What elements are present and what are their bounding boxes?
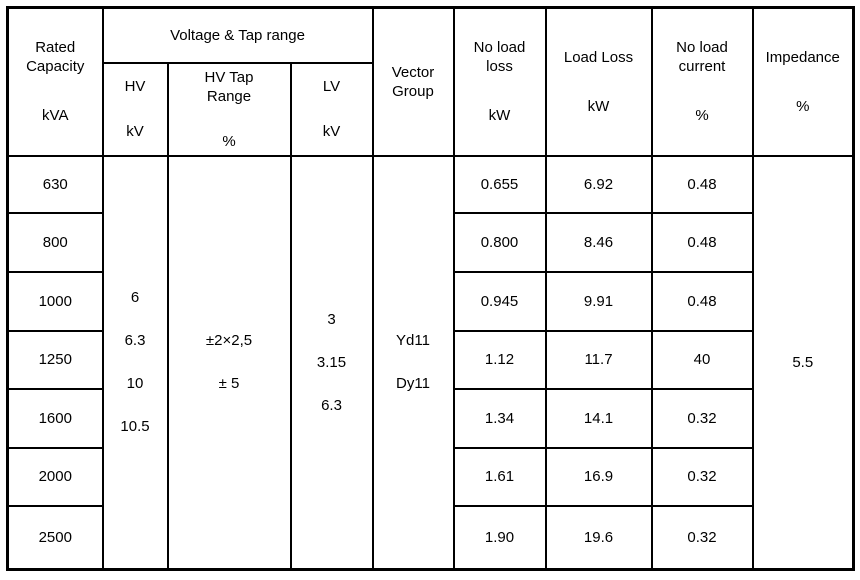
header-voltage-tap-range-label: Voltage & Tap range bbox=[170, 26, 305, 44]
load-loss-cell: 19.6 bbox=[544, 504, 653, 571]
header-no-load-loss-label: No load loss bbox=[473, 39, 526, 76]
header-rated-capacity: Rated Capacity kVA bbox=[6, 6, 104, 157]
hv-values-cell: 6 6.3 10 10.5 bbox=[101, 154, 169, 571]
table-row: 630 6 6.3 10 10.5 ±2×2,5 ± 5 3 3.15 6.3 … bbox=[6, 154, 855, 571]
no-load-current-cell: 0.48 bbox=[650, 154, 754, 214]
header-rated-capacity-label: Rated Capacity bbox=[26, 39, 85, 76]
no-load-current-cell: 0.32 bbox=[650, 504, 754, 571]
table-row: 1000 0.945 9.91 0.48 bbox=[6, 270, 854, 332]
capacity-cell: 1250 bbox=[6, 329, 104, 390]
vector-group-value: Yd11 bbox=[396, 332, 430, 350]
no-load-loss-cell: 1.12 bbox=[452, 329, 547, 390]
load-loss-cell: 16.9 bbox=[544, 446, 653, 507]
no-load-loss-cell: 0.655 bbox=[452, 154, 547, 214]
no-load-loss-cell: 0.800 bbox=[452, 211, 547, 273]
header-lv-label: LV bbox=[322, 78, 341, 95]
hv-value: 10.5 bbox=[120, 418, 150, 436]
impedance-value-cell: 5.5 bbox=[751, 154, 855, 571]
header-no-load-loss-unit: kW bbox=[488, 107, 511, 125]
header-voltage-tap-range: Voltage & Tap range bbox=[101, 6, 374, 64]
hv-value: 6 bbox=[130, 289, 140, 307]
capacity-cell: 630 bbox=[6, 154, 104, 214]
header-no-load-loss: No load loss kW bbox=[452, 6, 547, 157]
header-hv-label: HV bbox=[124, 78, 146, 95]
capacity-cell: 1000 bbox=[6, 270, 104, 332]
transformer-spec-table: Rated Capacity kVA Voltage & Tap range V… bbox=[6, 6, 855, 571]
header-load-loss: Load Loss kW bbox=[544, 6, 653, 157]
load-loss-cell: 8.46 bbox=[544, 211, 653, 273]
header-vector-group: Vector Group bbox=[371, 6, 455, 157]
table-row: 800 0.800 8.46 0.48 bbox=[6, 211, 854, 273]
hv-value: 6.3 bbox=[124, 332, 146, 350]
header-impedance: Impedance % bbox=[751, 6, 855, 157]
hv-tap-value: ±2×2,5 bbox=[205, 332, 253, 350]
lv-value: 3.15 bbox=[316, 353, 347, 371]
header-hv-tap-range-unit: % bbox=[222, 132, 236, 150]
hv-tap-value: ± 5 bbox=[218, 375, 240, 393]
load-loss-cell: 6.92 bbox=[544, 154, 653, 214]
header-no-load-current-unit: % bbox=[695, 107, 709, 125]
header-impedance-label: Impedance bbox=[765, 48, 840, 66]
header-hv-unit: kV bbox=[126, 123, 144, 140]
lv-values-cell: 3 3.15 6.3 bbox=[289, 154, 374, 571]
capacity-cell: 2000 bbox=[6, 446, 104, 507]
header-vector-group-label: Vector Group bbox=[391, 63, 435, 100]
no-load-current-cell: 0.32 bbox=[650, 387, 754, 449]
header-lv: LV kV bbox=[289, 61, 374, 157]
no-load-loss-cell: 1.34 bbox=[452, 387, 547, 449]
table-row: 1250 1.12 11.7 40 bbox=[6, 329, 854, 390]
vector-group-value: Dy11 bbox=[396, 375, 430, 393]
hv-tap-range-values-cell: ±2×2,5 ± 5 bbox=[166, 154, 292, 571]
capacity-cell: 1600 bbox=[6, 387, 104, 449]
load-loss-cell: 14.1 bbox=[544, 387, 653, 449]
lv-value: 3 bbox=[327, 310, 336, 328]
header-hv-tap-range-label: HV Tap Range bbox=[204, 68, 254, 105]
table-row: 1600 1.34 14.1 0.32 bbox=[6, 387, 854, 449]
header-hv: HV kV bbox=[101, 61, 169, 157]
header-no-load-current-label: No load current bbox=[676, 39, 728, 76]
header-lv-unit: kV bbox=[322, 123, 341, 140]
hv-value: 10 bbox=[126, 375, 144, 393]
header-rated-capacity-unit: kVA bbox=[42, 107, 69, 125]
no-load-loss-cell: 1.61 bbox=[452, 446, 547, 507]
load-loss-cell: 11.7 bbox=[544, 329, 653, 390]
table-row: 2500 1.90 19.6 0.32 bbox=[6, 504, 854, 571]
no-load-current-cell: 0.48 bbox=[650, 270, 754, 332]
header-load-loss-unit: kW bbox=[587, 97, 610, 115]
no-load-loss-cell: 1.90 bbox=[452, 504, 547, 571]
vector-group-cell: Yd11 Dy11 bbox=[371, 154, 455, 571]
lv-value: 6.3 bbox=[321, 396, 342, 414]
no-load-loss-cell: 0.945 bbox=[452, 270, 547, 332]
header-load-loss-label: Load Loss bbox=[563, 48, 634, 66]
table-row: 2000 1.61 16.9 0.32 bbox=[6, 446, 854, 507]
capacity-cell: 2500 bbox=[6, 504, 104, 571]
header-hv-tap-range: HV Tap Range % bbox=[166, 61, 292, 157]
no-load-current-cell: 0.32 bbox=[650, 446, 754, 507]
header-impedance-unit: % bbox=[796, 97, 810, 115]
load-loss-cell: 9.91 bbox=[544, 270, 653, 332]
no-load-current-cell: 40 bbox=[650, 329, 754, 390]
header-no-load-current: No load current % bbox=[650, 6, 754, 157]
no-load-current-cell: 0.48 bbox=[650, 211, 754, 273]
capacity-cell: 800 bbox=[6, 211, 104, 273]
